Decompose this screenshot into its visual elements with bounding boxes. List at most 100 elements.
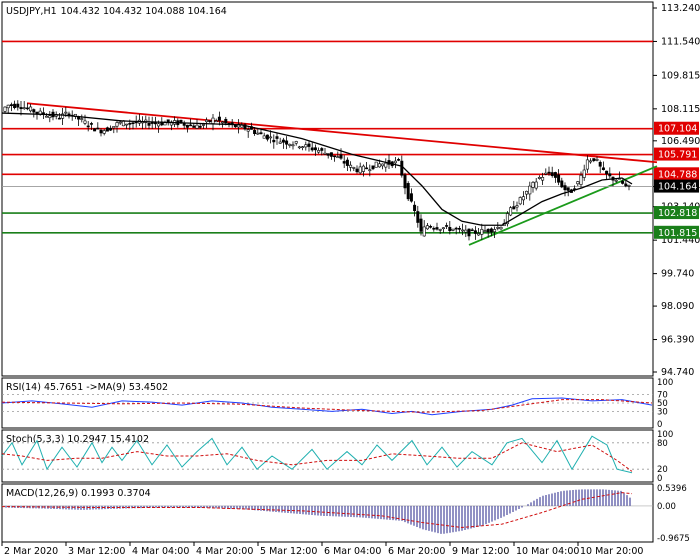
candle-body — [621, 180, 625, 184]
price-panel[interactable] — [1, 1, 654, 377]
candle-body — [358, 166, 362, 174]
ohlc-label: 104.432 104.432 104.088 104.164 — [61, 6, 227, 17]
stoch-panel[interactable] — [1, 429, 654, 483]
candle-body — [368, 169, 372, 172]
candle-body — [320, 148, 324, 151]
candle-body — [246, 129, 250, 132]
candle-body — [521, 196, 525, 201]
candle-body — [339, 154, 343, 159]
candle-body — [461, 229, 465, 232]
candle-body — [211, 117, 215, 124]
osc-series-line — [1, 442, 633, 472]
candle-body — [342, 161, 346, 164]
x-tick-label: 4 Mar 04:00 — [132, 546, 189, 557]
candle-body — [608, 173, 612, 177]
candle-body — [381, 163, 385, 167]
candle-body — [217, 116, 221, 121]
candle-body — [627, 184, 631, 187]
candle-body — [445, 225, 449, 227]
trend-line[interactable] — [468, 165, 658, 246]
candle-body — [125, 123, 129, 126]
level-label: 107.104 — [658, 124, 697, 135]
symbol-label: USDJPY,H1 — [6, 6, 57, 17]
candle-body — [326, 153, 330, 156]
candle-body — [304, 144, 308, 148]
candle-body — [550, 172, 554, 176]
macd-signal-line — [1, 492, 633, 528]
candle-body — [13, 103, 17, 108]
candle-body — [221, 121, 225, 124]
candle-body — [253, 130, 257, 134]
candle-body — [345, 159, 349, 166]
osc-tick-label: 100 — [657, 430, 673, 440]
candle-body — [201, 124, 205, 126]
candle-body — [518, 197, 522, 205]
candle-body — [393, 160, 397, 164]
candle-body — [441, 227, 445, 230]
candle-body — [614, 179, 618, 182]
candle-body — [224, 118, 228, 124]
candle-body — [182, 123, 186, 126]
candle-body — [413, 204, 417, 212]
candle-body — [259, 132, 263, 135]
candle-body — [83, 120, 87, 124]
candle-body — [438, 229, 442, 231]
candle-body — [3, 106, 7, 112]
candle-body — [425, 225, 429, 230]
candle-body — [64, 111, 68, 114]
rsi-title: RSI(14) 45.7651 ->MA(9) 53.4502 — [6, 382, 168, 393]
candle-body — [454, 227, 458, 230]
price-tick-label: 101.440 — [661, 235, 700, 246]
trend-line[interactable] — [26, 102, 658, 164]
candle-body — [598, 161, 602, 167]
candle-body — [96, 127, 100, 130]
candle-body — [489, 228, 493, 233]
candle-body — [19, 107, 23, 110]
candle-body — [534, 181, 538, 189]
candle-body — [512, 206, 516, 210]
osc-tick-label: 0 — [657, 474, 662, 484]
candle-body — [601, 167, 605, 171]
candle-body — [333, 155, 337, 158]
candle-body — [595, 159, 599, 161]
price-tick-label: 94.740 — [661, 367, 694, 378]
candle-body — [493, 229, 497, 233]
candle-body — [384, 162, 388, 168]
price-tick-label: 111.540 — [661, 36, 700, 47]
candle-body — [582, 169, 586, 178]
candle-body — [432, 227, 436, 230]
candle-body — [131, 122, 135, 125]
candle-body — [416, 211, 420, 223]
candle-body — [329, 152, 333, 157]
x-tick-label: 6 Mar 04:00 — [324, 546, 381, 557]
x-tick-label: 2 Mar 2020 — [4, 546, 58, 557]
x-tick-label: 10 Mar 04:00 — [516, 546, 579, 557]
candle-body — [32, 109, 36, 113]
candle-body — [349, 164, 353, 168]
candle-body — [515, 205, 519, 208]
candle-body — [80, 118, 84, 120]
candle-body — [435, 227, 439, 230]
candle-body — [352, 167, 356, 169]
candle-body — [192, 125, 196, 128]
candle-body — [563, 185, 567, 191]
candle-body — [409, 193, 413, 202]
macd-tick-label: -0.9675 — [657, 534, 690, 544]
level-label: 102.818 — [658, 208, 697, 219]
moving-average-line — [1, 112, 633, 226]
candle-body — [307, 143, 311, 147]
x-tick-label: 6 Mar 20:00 — [388, 546, 445, 557]
osc-tick-label: 50 — [657, 399, 668, 409]
candle-body — [448, 226, 452, 232]
candle-body — [525, 190, 529, 195]
price-tick-label: 96.390 — [661, 335, 694, 346]
candle-body — [323, 152, 327, 155]
candle-body — [153, 122, 157, 125]
candle-body — [374, 161, 378, 168]
level-label-box — [654, 121, 699, 135]
candle-body — [147, 123, 151, 126]
candle-body — [457, 228, 461, 230]
macd-panel[interactable] — [1, 483, 654, 543]
candle-body — [48, 115, 52, 119]
macd-title: MACD(12,26,9) 0.1993 0.3704 — [6, 488, 151, 499]
